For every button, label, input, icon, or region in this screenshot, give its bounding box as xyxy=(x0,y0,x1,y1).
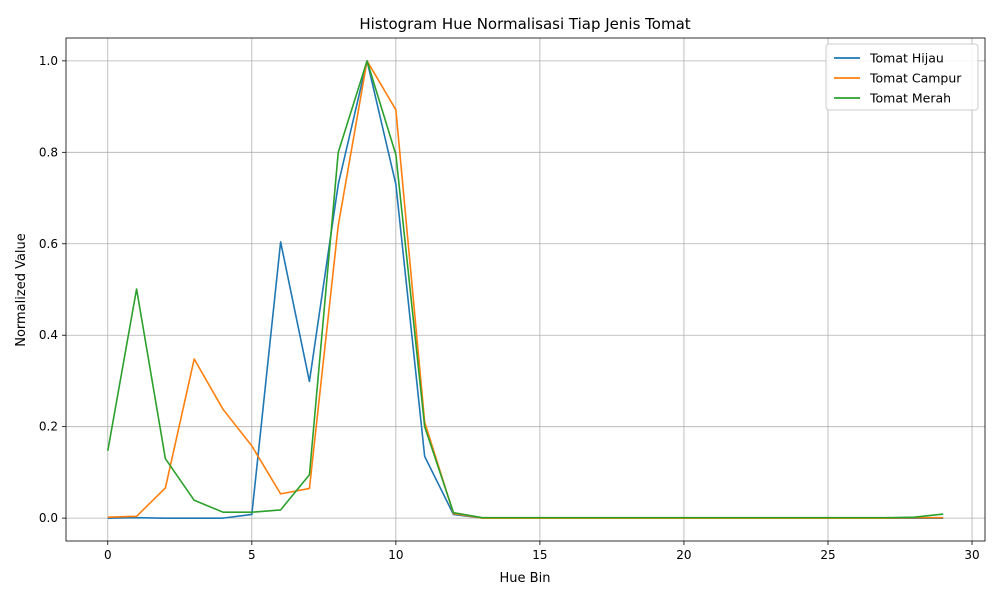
y-tick-label: 0.8 xyxy=(39,145,58,159)
y-axis-label: Normalized Value xyxy=(14,233,29,347)
y-axis-ticks: 0.0 0.2 0.4 0.6 0.8 1.0 xyxy=(39,54,66,525)
y-tick-label: 0.6 xyxy=(39,237,58,251)
legend-label-tomat-hijau: Tomat Hijau xyxy=(869,51,944,66)
series-line-tomat-merah xyxy=(106,60,944,519)
x-tick-label: 10 xyxy=(388,548,403,562)
x-tick-label: 30 xyxy=(964,548,979,562)
plot-frame xyxy=(65,37,986,542)
y-tick-label: 0.2 xyxy=(39,420,58,434)
x-tick-label: 5 xyxy=(248,548,256,562)
y-tick-label: 0.4 xyxy=(39,328,58,342)
x-tick-label: 25 xyxy=(820,548,835,562)
y-tick-label: 1.0 xyxy=(39,54,58,68)
chart-title: Histogram Hue Normalisasi Tiap Jenis Tom… xyxy=(359,15,690,33)
x-tick-label: 15 xyxy=(532,548,547,562)
series-line-tomat-hijau xyxy=(107,60,944,519)
y-tick-label: 0.0 xyxy=(39,511,58,525)
x-axis-label: Hue Bin xyxy=(500,571,551,586)
x-axis-ticks: 0 5 10 15 20 25 30 xyxy=(104,541,980,562)
legend-label-tomat-campur: Tomat Campur xyxy=(869,71,962,86)
legend-box xyxy=(825,43,979,111)
series-line-tomat-campur xyxy=(107,60,944,519)
series-layer xyxy=(106,60,944,519)
legend-label-tomat-merah: Tomat Merah xyxy=(869,91,951,106)
x-tick-label: 0 xyxy=(104,548,112,562)
grid xyxy=(66,38,985,541)
legend: Tomat Hijau Tomat Campur Tomat Merah xyxy=(825,43,979,111)
x-tick-label: 20 xyxy=(676,548,691,562)
